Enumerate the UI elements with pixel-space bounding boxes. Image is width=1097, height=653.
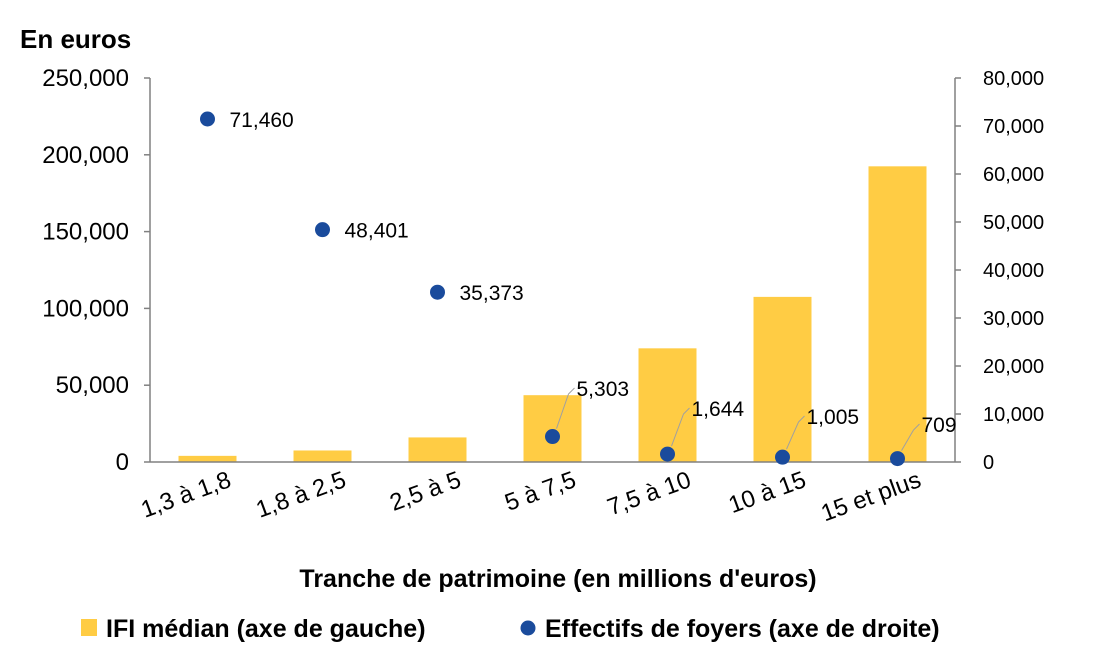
bar bbox=[408, 437, 467, 462]
leader-line bbox=[786, 415, 805, 450]
left-tick-label: 100,000 bbox=[42, 295, 129, 322]
category-label: 1,3 à 1,8 bbox=[138, 466, 235, 523]
category-label: 1,8 à 2,5 bbox=[253, 466, 350, 523]
data-label: 1,005 bbox=[807, 406, 860, 429]
left-axis: 0 50,000 100,000 150,000 200,000 250,000 bbox=[42, 65, 151, 476]
category-label: 15 et plus bbox=[818, 466, 925, 527]
leader-line bbox=[901, 423, 920, 451]
legend-point-swatch bbox=[520, 620, 536, 636]
right-tick-label: 60,000 bbox=[983, 164, 1044, 186]
legend-bar-label: IFI médian (axe de gauche) bbox=[106, 615, 426, 643]
right-tick-label: 30,000 bbox=[983, 308, 1044, 330]
bar bbox=[293, 450, 352, 462]
category-labels: 1,3 à 1,8 1,8 à 2,5 2,5 à 5 5 à 7,5 7,5 à 10… bbox=[138, 466, 925, 527]
data-point bbox=[315, 222, 330, 238]
unit-label: En euros bbox=[20, 24, 131, 54]
bar-series bbox=[150, 166, 955, 463]
left-tick-label: 200,000 bbox=[42, 142, 129, 169]
left-tick-label: 250,000 bbox=[42, 65, 129, 92]
legend-point-label: Effectifs de foyers (axe de droite) bbox=[545, 615, 940, 643]
category-label: 5 à 7,5 bbox=[501, 466, 579, 516]
right-tick-label: 50,000 bbox=[983, 212, 1044, 234]
bar bbox=[523, 395, 582, 462]
legend-bar-swatch bbox=[81, 619, 97, 636]
right-tick-label: 70,000 bbox=[983, 116, 1044, 138]
leader-line bbox=[556, 387, 575, 429]
data-label: 1,644 bbox=[692, 398, 745, 421]
point-series: 71,460 48,401 35,373 5,303 1,644 1,005 709 bbox=[200, 109, 957, 467]
data-label: 48,401 bbox=[345, 220, 409, 243]
data-label: 35,373 bbox=[460, 282, 524, 305]
data-point bbox=[890, 451, 905, 467]
data-label: 709 bbox=[922, 414, 957, 437]
category-label: 2,5 à 5 bbox=[386, 466, 464, 516]
data-label: 71,460 bbox=[230, 109, 294, 132]
right-tick-label: 40,000 bbox=[983, 260, 1044, 282]
right-axis: 0 10,000 20,000 30,000 40,000 50,000 60,000 70,… bbox=[954, 68, 1044, 474]
left-tick-label: 50,000 bbox=[56, 372, 129, 399]
data-label: 5,303 bbox=[577, 378, 630, 401]
data-point bbox=[775, 449, 790, 465]
left-tick-label: 150,000 bbox=[42, 219, 129, 246]
category-label: 7,5 à 10 bbox=[604, 466, 695, 521]
right-tick-label: 20,000 bbox=[983, 356, 1044, 378]
data-point bbox=[200, 111, 215, 127]
data-point bbox=[430, 284, 445, 300]
category-label: 10 à 15 bbox=[725, 466, 809, 519]
bar bbox=[178, 455, 237, 462]
bar bbox=[868, 166, 927, 462]
data-point bbox=[545, 429, 560, 445]
right-tick-label: 10,000 bbox=[983, 404, 1044, 426]
left-tick-label: 0 bbox=[116, 449, 129, 476]
right-tick-label: 80,000 bbox=[983, 68, 1044, 90]
legend: IFI médian (axe de gauche) Effectifs de … bbox=[81, 615, 940, 643]
right-tick-label: 0 bbox=[983, 452, 994, 474]
data-point bbox=[660, 446, 675, 462]
bar bbox=[753, 296, 812, 462]
x-axis-title: Tranche de patrimoine (en millions d'eur… bbox=[299, 565, 816, 593]
leader-line bbox=[671, 407, 690, 447]
bar bbox=[638, 348, 697, 462]
